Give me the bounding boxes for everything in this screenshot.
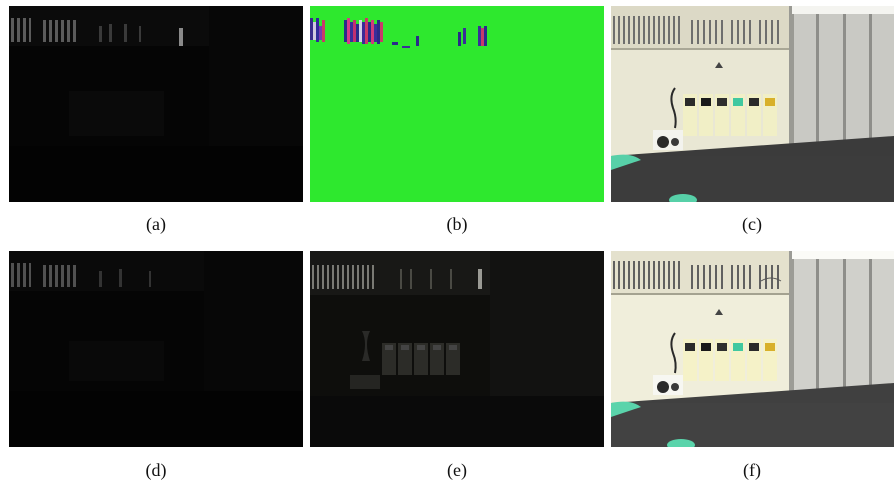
caption-e: (e)	[447, 460, 467, 480]
caption-a: (a)	[146, 214, 166, 234]
panel-d-image	[9, 251, 303, 447]
panel-a-image	[9, 6, 303, 202]
caption-c: (c)	[742, 214, 762, 234]
caption-f: (f)	[743, 460, 761, 480]
panel-c-image	[611, 6, 894, 202]
panel-e-image	[310, 251, 604, 447]
caption-d: (d)	[145, 460, 167, 480]
panel-b-image	[310, 6, 604, 202]
caption-b: (b)	[446, 214, 468, 234]
panel-f-image	[611, 251, 894, 447]
